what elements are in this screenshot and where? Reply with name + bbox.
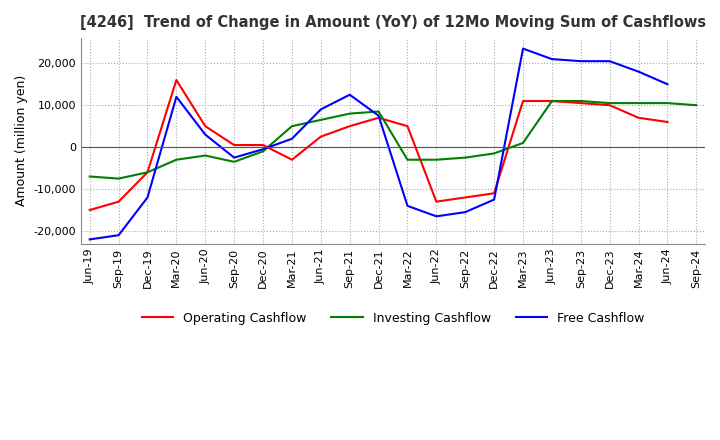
Free Cashflow	[518, 46, 527, 51]
Investing Cashflow	[634, 100, 643, 106]
Investing Cashflow	[663, 100, 672, 106]
Operating Cashflow	[577, 100, 585, 106]
Free Cashflow	[461, 209, 469, 215]
Investing Cashflow	[692, 103, 701, 108]
Operating Cashflow	[634, 115, 643, 121]
Operating Cashflow	[258, 143, 267, 148]
Operating Cashflow	[374, 115, 383, 121]
Free Cashflow	[490, 197, 498, 202]
Operating Cashflow	[403, 124, 412, 129]
Investing Cashflow	[172, 157, 181, 162]
Investing Cashflow	[230, 159, 238, 165]
Free Cashflow	[172, 94, 181, 99]
Free Cashflow	[201, 132, 210, 137]
Free Cashflow	[114, 233, 123, 238]
Free Cashflow	[143, 195, 152, 200]
Investing Cashflow	[461, 155, 469, 160]
Operating Cashflow	[432, 199, 441, 204]
Free Cashflow	[317, 107, 325, 112]
Operating Cashflow	[86, 207, 94, 213]
Free Cashflow	[258, 147, 267, 152]
Title: [4246]  Trend of Change in Amount (YoY) of 12Mo Moving Sum of Cashflows: [4246] Trend of Change in Amount (YoY) o…	[80, 15, 706, 30]
Operating Cashflow	[114, 199, 123, 204]
Free Cashflow	[634, 69, 643, 74]
Operating Cashflow	[143, 170, 152, 175]
Operating Cashflow	[317, 134, 325, 139]
Operating Cashflow	[346, 124, 354, 129]
Operating Cashflow	[518, 99, 527, 104]
Operating Cashflow	[201, 124, 210, 129]
Investing Cashflow	[606, 100, 614, 106]
Investing Cashflow	[432, 157, 441, 162]
Operating Cashflow	[287, 157, 296, 162]
Operating Cashflow	[230, 143, 238, 148]
Free Cashflow	[403, 203, 412, 209]
Free Cashflow	[432, 214, 441, 219]
Line: Investing Cashflow: Investing Cashflow	[90, 101, 696, 179]
Free Cashflow	[663, 81, 672, 87]
Free Cashflow	[606, 59, 614, 64]
Operating Cashflow	[663, 119, 672, 125]
Investing Cashflow	[258, 149, 267, 154]
Free Cashflow	[346, 92, 354, 97]
Investing Cashflow	[114, 176, 123, 181]
Operating Cashflow	[548, 99, 557, 104]
Investing Cashflow	[374, 109, 383, 114]
Investing Cashflow	[317, 117, 325, 122]
Line: Free Cashflow: Free Cashflow	[90, 48, 667, 239]
Operating Cashflow	[172, 77, 181, 83]
Investing Cashflow	[143, 170, 152, 175]
Investing Cashflow	[403, 157, 412, 162]
Free Cashflow	[287, 136, 296, 141]
Operating Cashflow	[461, 195, 469, 200]
Investing Cashflow	[201, 153, 210, 158]
Operating Cashflow	[490, 191, 498, 196]
Investing Cashflow	[490, 151, 498, 156]
Y-axis label: Amount (million yen): Amount (million yen)	[15, 75, 28, 206]
Free Cashflow	[230, 155, 238, 160]
Investing Cashflow	[346, 111, 354, 116]
Investing Cashflow	[86, 174, 94, 179]
Free Cashflow	[577, 59, 585, 64]
Legend: Operating Cashflow, Investing Cashflow, Free Cashflow: Operating Cashflow, Investing Cashflow, …	[137, 307, 649, 330]
Investing Cashflow	[548, 99, 557, 104]
Free Cashflow	[374, 113, 383, 118]
Free Cashflow	[548, 56, 557, 62]
Operating Cashflow	[606, 103, 614, 108]
Free Cashflow	[86, 237, 94, 242]
Investing Cashflow	[287, 124, 296, 129]
Line: Operating Cashflow: Operating Cashflow	[90, 80, 667, 210]
Investing Cashflow	[577, 99, 585, 104]
Investing Cashflow	[518, 140, 527, 146]
